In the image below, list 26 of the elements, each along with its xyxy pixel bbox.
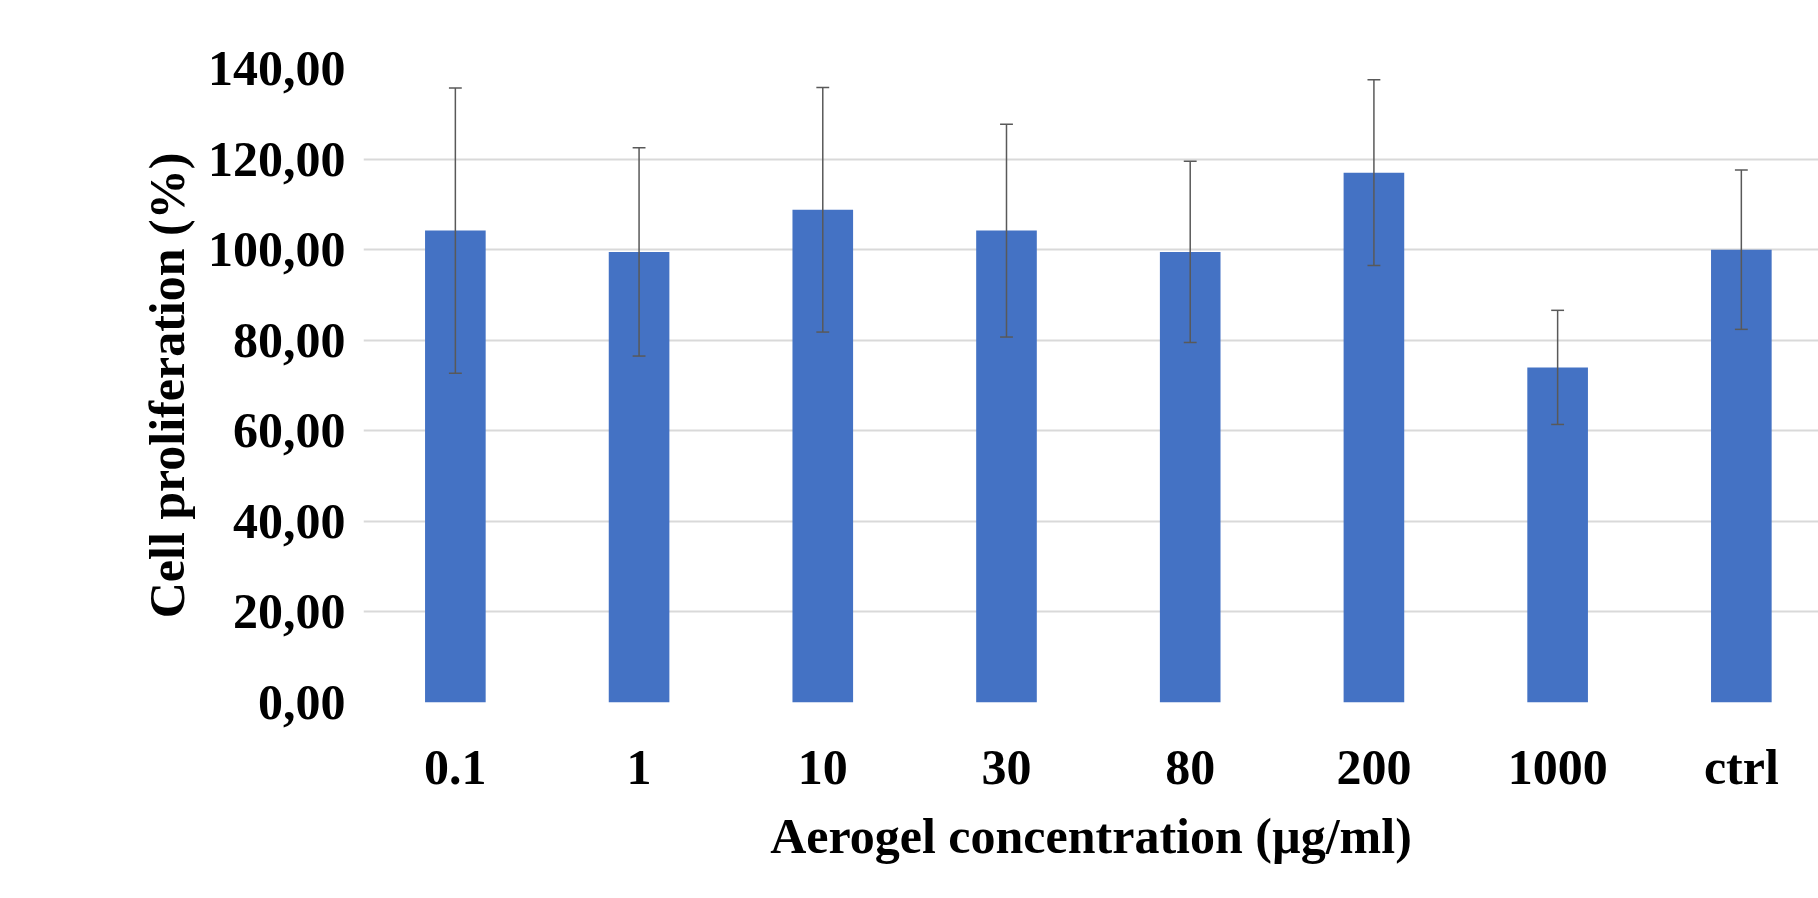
bar — [1343, 172, 1405, 703]
x-tick-label: 200 — [1336, 738, 1412, 795]
y-tick-label: 0,00 — [258, 674, 346, 730]
x-tick-label: 30 — [981, 738, 1032, 795]
bar — [1711, 249, 1772, 703]
bar — [1527, 367, 1588, 703]
x-tick-label: 1000 — [1507, 738, 1608, 795]
x-tick-label: 80 — [1165, 738, 1216, 795]
y-tick-label: 20,00 — [233, 583, 346, 640]
bar — [1159, 251, 1221, 703]
x-tick-label: ctrl — [1703, 738, 1779, 795]
y-tick-label: 140,00 — [208, 40, 346, 96]
x-axis-title: Aerogel concentration (µg/ml) — [770, 807, 1412, 864]
y-tick-label: 60,00 — [233, 402, 346, 459]
bar — [608, 251, 670, 703]
bar — [976, 230, 1037, 703]
x-tick-label: 1 — [626, 738, 652, 795]
y-tick-label: 40,00 — [233, 492, 346, 549]
y-tick-label: 100,00 — [208, 221, 346, 278]
bar — [792, 209, 854, 703]
y-tick-label: 80,00 — [233, 311, 346, 368]
x-tick-label: 10 — [797, 738, 848, 795]
bar — [425, 230, 486, 703]
y-tick-label: 120,00 — [208, 130, 346, 187]
y-axis-title: Cell proliferation (%) — [139, 152, 195, 619]
x-tick-label: 0.1 — [424, 738, 487, 795]
